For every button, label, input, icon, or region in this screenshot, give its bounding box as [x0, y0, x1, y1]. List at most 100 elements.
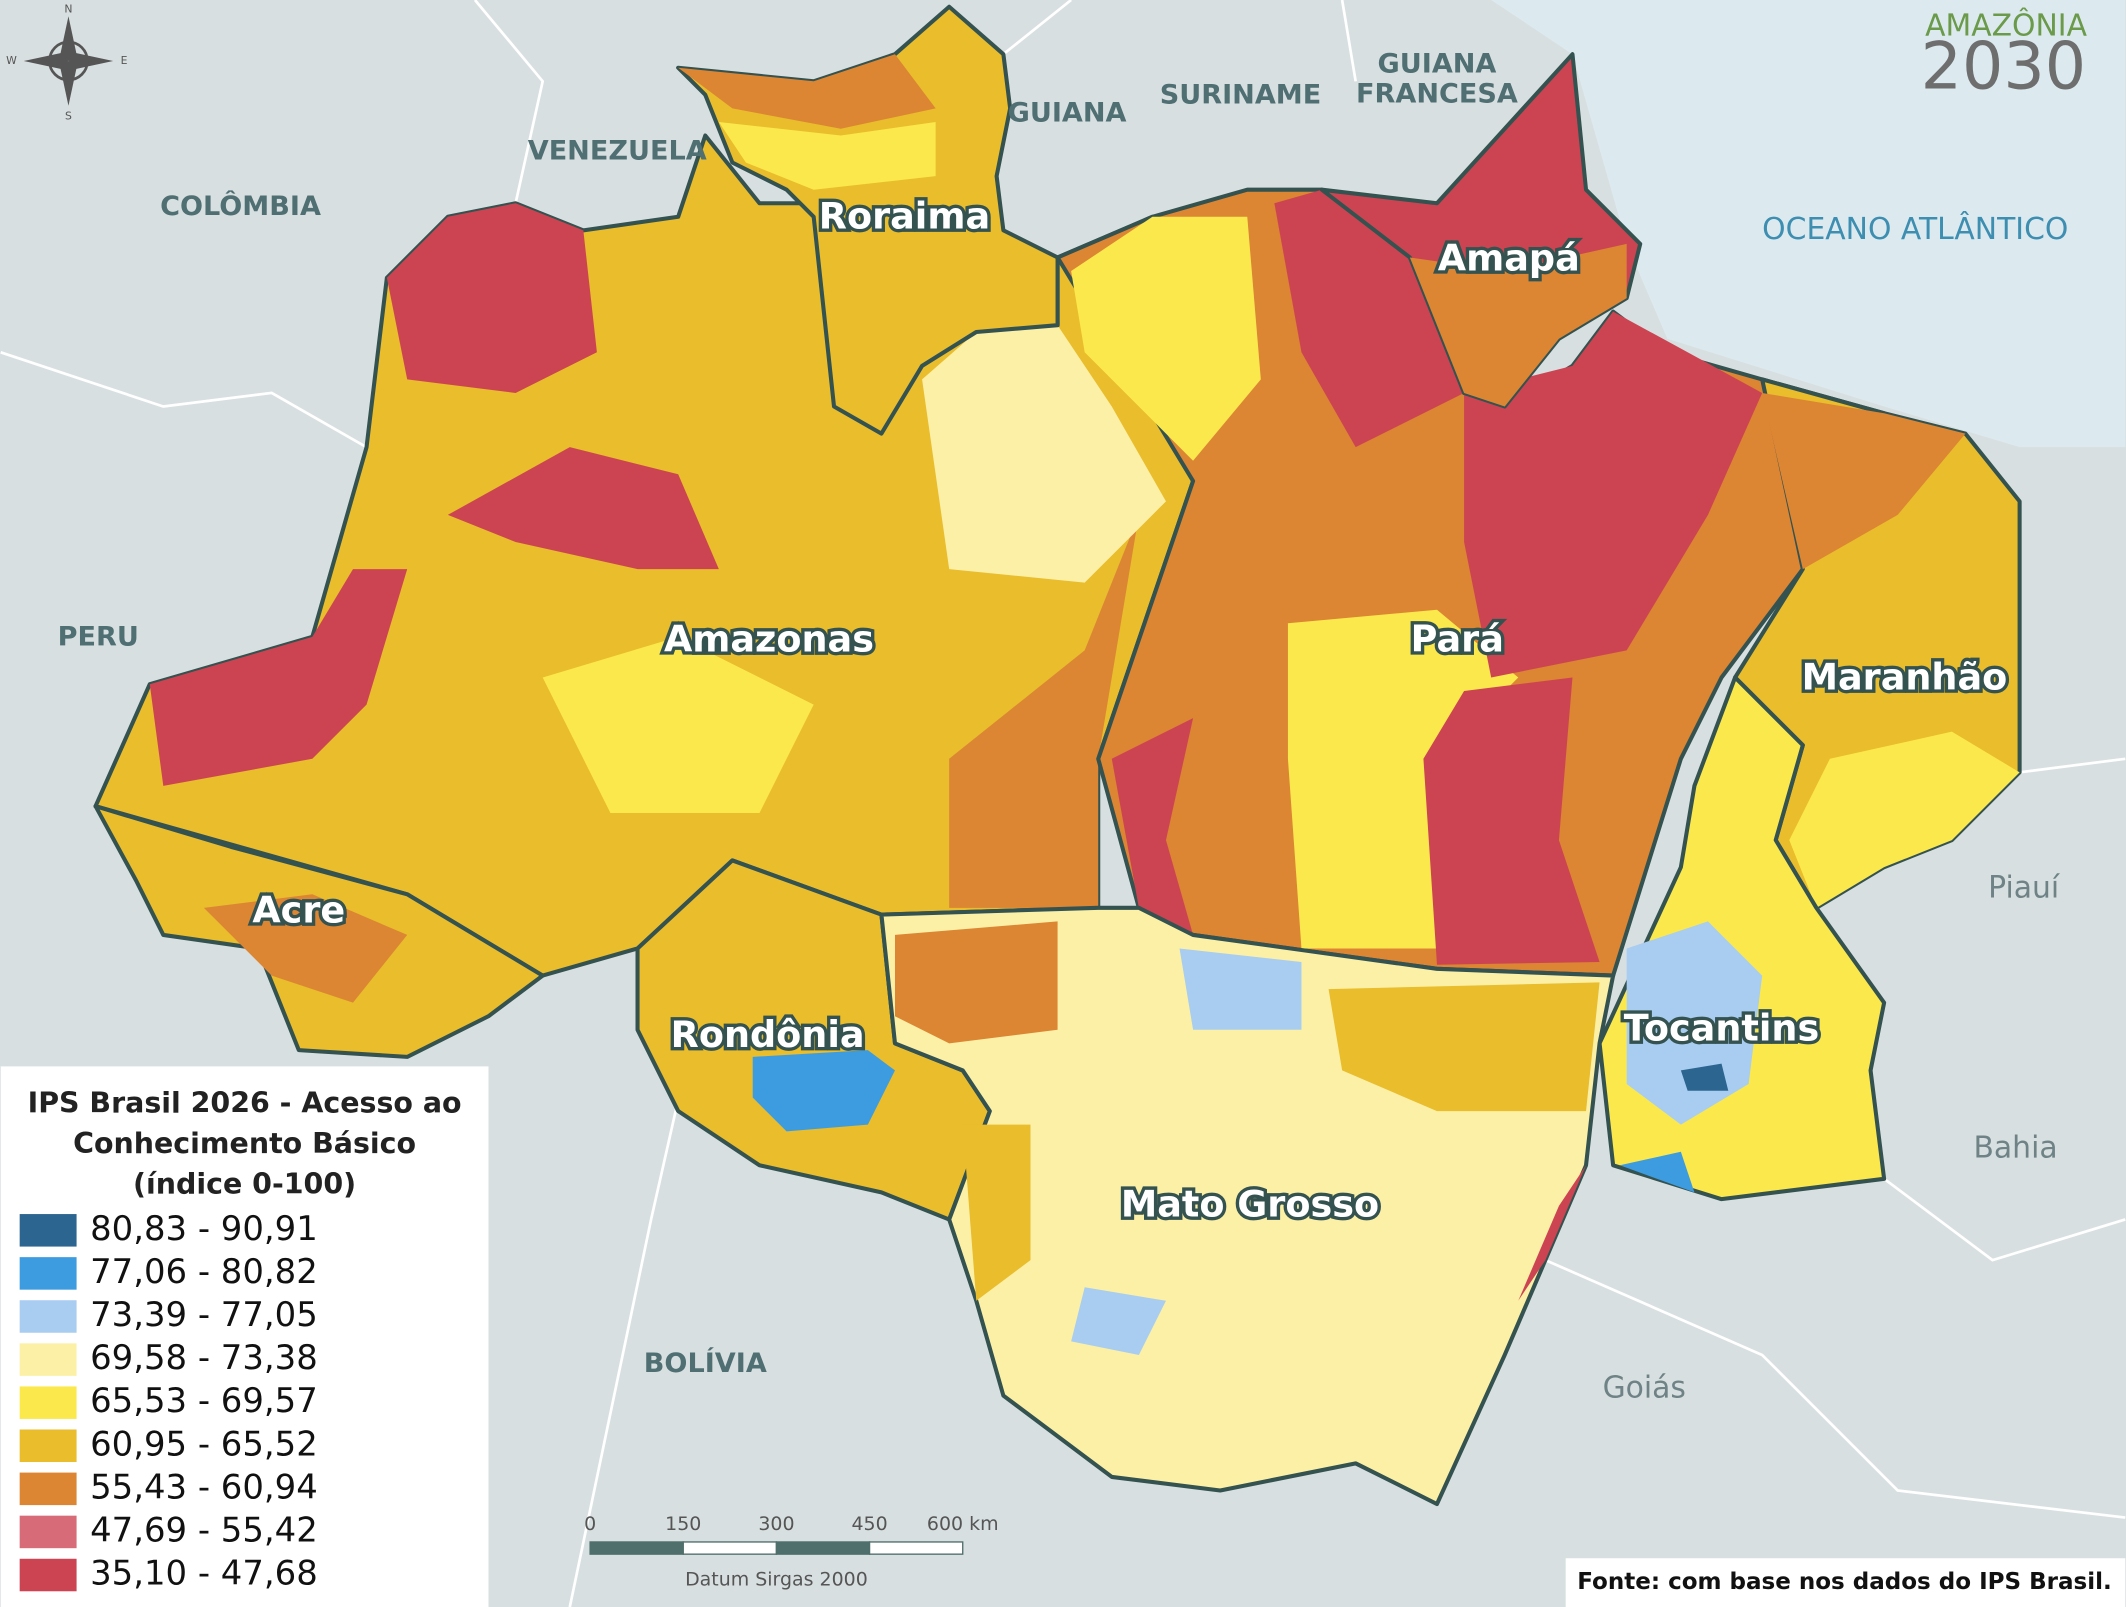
compass-rose: [23, 52, 69, 70]
legend-title: IPS Brasil 2026 - Acesso ao: [28, 1086, 462, 1119]
state-label: Acre: [252, 888, 345, 931]
state-label: Amapá: [1438, 237, 1580, 280]
region-patch: [1071, 216, 1261, 461]
scale-datum: Datum Sirgas 2000: [685, 1568, 868, 1590]
ocean-label: OCEANO ATLÂNTICO: [1762, 211, 2068, 247]
legend-label: 60,95 - 65,52: [90, 1424, 318, 1463]
region-patch: [1409, 243, 1627, 407]
compass-s: S: [65, 110, 72, 123]
region-patch: [752, 1050, 895, 1132]
scale-label: 450: [851, 1513, 887, 1535]
region-patch: [1762, 392, 1966, 570]
region-patch: [542, 636, 814, 813]
source: Fonte: com base nos dados do IPS Brasil.: [1577, 1569, 2111, 1595]
scale-segment: [589, 1541, 684, 1555]
legend-swatch: [19, 1300, 77, 1333]
compass-rose: [60, 16, 77, 61]
state-label: Roraima: [819, 195, 990, 238]
region-patch: [1328, 982, 1600, 1112]
legend-label: 80,83 - 90,91: [90, 1209, 318, 1248]
legend-label: 35,10 - 47,68: [90, 1554, 318, 1593]
legend-label: 69,58 - 73,38: [90, 1338, 318, 1377]
region-patch: [678, 54, 936, 129]
scale-segment: [682, 1541, 778, 1555]
region-patch: [1071, 1287, 1166, 1355]
region-patch: [149, 569, 408, 786]
legend-swatch: [19, 1515, 77, 1549]
country-label: VENEZUELA: [528, 135, 707, 166]
ocean: [1436, 0, 2126, 448]
scale-label: 300: [758, 1513, 794, 1535]
legend-label: 55,43 - 60,94: [90, 1467, 318, 1506]
region-patch: [1111, 718, 1194, 935]
country-label: FRANCESA: [1356, 78, 1518, 109]
region-patch: [894, 921, 1058, 1044]
region-patch: [922, 325, 1166, 583]
legend-swatch: [19, 1214, 77, 1247]
state-label: Pará: [1411, 617, 1504, 660]
scale-label: 150: [665, 1513, 701, 1535]
legend-label: 65,53 - 69,57: [90, 1381, 318, 1420]
country-label: BOLÍVIA: [644, 1347, 767, 1379]
neighbor-state-label: Bahia: [1973, 1131, 2057, 1166]
region-patch: [203, 894, 408, 1003]
states-map: [93, 4, 2022, 1507]
scale-segment: [868, 1541, 964, 1555]
region-patch: [1680, 1063, 1729, 1091]
region-patch: [1626, 921, 1763, 1125]
compass-rose: [68, 52, 114, 70]
state-label: Maranhão: [1802, 655, 2008, 698]
logo-year: 2030: [1921, 30, 2086, 105]
legend-label: 73,39 - 77,05: [90, 1295, 318, 1334]
scale-bar: 0 150 300 450 600 km Datum Sirgas 2000: [584, 1513, 998, 1591]
state-label: Mato Grosso: [1121, 1182, 1379, 1225]
logo-name: AMAZÔNIA: [1925, 7, 2087, 44]
scale-label: 600 km: [927, 1513, 999, 1535]
region-patch: [1518, 1165, 1587, 1301]
scale-label: 0: [584, 1513, 596, 1535]
state-label: Rondônia: [671, 1013, 865, 1056]
region-patch: [1619, 1151, 1695, 1193]
country-label: PERU: [58, 622, 139, 653]
state-label: Amazonas: [664, 617, 874, 660]
country-label: GUIANA: [1008, 97, 1127, 128]
compass-w: W: [6, 54, 17, 67]
source-box: [1565, 1558, 2126, 1607]
legend-swatch: [19, 1558, 77, 1592]
legend-swatch: [19, 1472, 77, 1506]
country-label: GUIANA: [1378, 49, 1497, 80]
compass-e: E: [121, 54, 128, 67]
compass-n: N: [64, 2, 72, 15]
legend-label: 77,06 - 80,82: [90, 1252, 318, 1291]
compass-ring: [48, 40, 89, 82]
legend-swatch: [19, 1386, 77, 1419]
region-patch: [1274, 189, 1465, 448]
legend: IPS Brasil 2026 - Acesso ao Conhecimento …: [0, 1066, 489, 1607]
country-label: COLÔMBIA: [160, 190, 321, 222]
region-patch: [962, 1124, 1031, 1301]
region-patch: [1179, 948, 1302, 1030]
legend-title: Conhecimento Básico: [73, 1127, 416, 1160]
compass-rose: [60, 60, 77, 106]
state-label: Tocantins: [1624, 1006, 1819, 1049]
legend-swatch: [19, 1343, 77, 1376]
region-patch: [386, 203, 597, 393]
region-patch: [1789, 731, 2020, 908]
region-patch: [447, 447, 719, 570]
legend-box: [0, 1066, 489, 1607]
region-patch: [949, 514, 1139, 908]
neighbor-state-label: Goiás: [1603, 1370, 1686, 1405]
scale-segment: [775, 1541, 871, 1555]
compass: N W E S: [6, 2, 127, 122]
region-patch: [718, 121, 936, 190]
legend-label: 47,69 - 55,42: [90, 1510, 318, 1549]
country-label: SURINAME: [1160, 80, 1321, 111]
region-patch: [1287, 609, 1519, 949]
legend-title: (índice 0-100): [133, 1168, 356, 1201]
neighbor-state-label: Piauí: [1988, 870, 2061, 905]
legend-swatch: [19, 1429, 77, 1463]
legend-swatch: [19, 1257, 77, 1290]
region-patch: [1464, 311, 1763, 678]
region-patch: [1423, 677, 1600, 965]
